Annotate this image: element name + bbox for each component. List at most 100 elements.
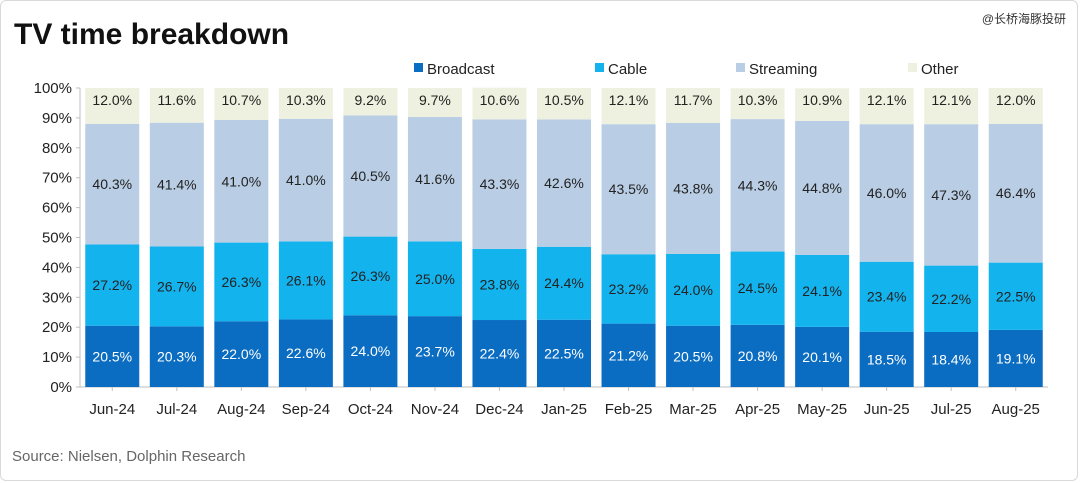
data-label-cable: 26.1% (286, 272, 326, 288)
bar-segment-streaming (795, 120, 850, 255)
data-label-streaming: 41.0% (286, 172, 326, 188)
data-label-other: 10.3% (286, 92, 326, 108)
x-tick-label: Nov-24 (411, 401, 459, 418)
data-label-broadcast: 20.1% (802, 349, 842, 365)
data-label-other: 9.7% (419, 92, 451, 108)
bar-segment-other (537, 88, 591, 120)
x-tick-label: Jul-24 (156, 401, 197, 418)
bar-segment-streaming (214, 119, 269, 243)
data-label-other: 11.7% (674, 92, 713, 108)
bar-segment-broadcast (730, 324, 785, 387)
bar-segment-broadcast (149, 326, 204, 387)
x-tick-label: Apr-25 (735, 401, 780, 418)
bar-segment-streaming (730, 119, 785, 252)
x-tick-label: May-25 (797, 401, 847, 418)
data-label-other: 12.0% (92, 92, 132, 108)
data-label-broadcast: 22.6% (286, 345, 326, 361)
data-label-other: 12.1% (867, 92, 907, 108)
data-label-broadcast: 18.5% (867, 351, 907, 367)
data-label-cable: 23.2% (609, 281, 649, 297)
bar-segment-broadcast (601, 323, 656, 387)
data-label-other: 9.2% (354, 92, 386, 108)
data-label-cable: 24.0% (673, 282, 713, 298)
bar-segment-streaming (278, 118, 333, 242)
data-label-cable: 27.2% (92, 277, 132, 293)
bar-segment-other (407, 88, 462, 118)
bar-segment-cable (537, 246, 591, 320)
data-label-other: 10.3% (738, 92, 778, 108)
bar-segment-streaming (601, 124, 656, 255)
data-label-cable: 26.3% (221, 274, 261, 290)
y-tick-label: 80% (42, 140, 72, 157)
bar-segment-other (795, 88, 850, 121)
bar-segment-cable (278, 241, 333, 320)
data-label-streaming: 40.3% (92, 176, 132, 192)
data-label-streaming: 46.0% (867, 185, 907, 201)
y-tick-label: 20% (42, 319, 72, 336)
bar-segment-other (149, 88, 204, 123)
data-label-cable: 23.8% (480, 276, 520, 292)
x-tick-label: Oct-24 (348, 401, 393, 418)
bar-segment-broadcast (666, 325, 721, 387)
y-tick-label: 50% (42, 230, 72, 247)
bar-segment-cable (795, 254, 850, 327)
y-tick-label: 10% (42, 349, 72, 366)
data-label-broadcast: 22.4% (480, 346, 520, 362)
y-tick-label: 100% (34, 80, 72, 97)
data-label-streaming: 43.3% (480, 176, 520, 192)
bar-segment-cable (343, 236, 398, 316)
bar-segment-broadcast (214, 321, 269, 387)
chart-title: TV time breakdown (14, 18, 290, 51)
data-label-broadcast: 20.5% (673, 348, 713, 364)
data-label-other: 11.6% (157, 92, 196, 108)
bar-segment-other (859, 88, 914, 125)
bar-segment-other (214, 88, 269, 120)
bar-segment-streaming (149, 122, 204, 247)
data-label-broadcast: 20.8% (738, 348, 778, 364)
bar-segment-streaming (537, 119, 591, 247)
bar-segment-other (85, 88, 140, 124)
bar-segment-cable (149, 246, 204, 327)
bar-segment-other (601, 88, 656, 125)
bar-segment-other (666, 88, 721, 123)
data-label-streaming: 43.5% (609, 181, 649, 197)
data-label-streaming: 41.0% (221, 173, 261, 189)
bar-segment-broadcast (472, 320, 527, 387)
bar-segment-cable (601, 254, 656, 324)
x-tick-label: Aug-24 (217, 401, 265, 418)
data-label-broadcast: 18.4% (931, 351, 971, 367)
bar-segment-streaming (407, 117, 462, 242)
data-label-streaming: 47.3% (931, 187, 971, 203)
y-tick-label: 60% (42, 200, 72, 217)
y-tick-label: 90% (42, 110, 72, 127)
bar-segment-cable (859, 261, 914, 332)
watermark-text: @长桥海豚投研 (981, 12, 1066, 26)
legend-swatch-streaming (736, 63, 745, 72)
bar-segment-streaming (666, 122, 721, 254)
bar-segment-streaming (85, 123, 140, 245)
data-label-cable: 26.3% (351, 268, 391, 284)
x-tick-label: Jun-25 (864, 401, 910, 418)
y-tick-label: 0% (50, 379, 72, 396)
bar-segment-cable (407, 241, 462, 317)
bar-segment-cable (85, 244, 140, 326)
data-label-cable: 24.4% (544, 275, 584, 291)
legend-label-broadcast: Broadcast (427, 61, 495, 78)
data-label-broadcast: 24.0% (351, 343, 391, 359)
data-label-other: 12.1% (931, 92, 971, 108)
bar-segment-broadcast (988, 329, 1043, 387)
bar-segment-broadcast (407, 316, 462, 387)
data-label-broadcast: 20.3% (157, 349, 197, 365)
bar-segment-streaming (343, 115, 398, 237)
bar-segment-other (278, 88, 333, 119)
data-label-other: 12.1% (609, 92, 649, 108)
legend-swatch-other (908, 63, 917, 72)
bar-segment-broadcast (924, 331, 979, 387)
data-label-other: 12.0% (996, 92, 1036, 108)
data-label-broadcast: 22.5% (544, 345, 584, 361)
data-label-streaming: 44.8% (802, 180, 842, 196)
bar-segment-cable (730, 251, 785, 325)
legend-swatch-cable (595, 63, 604, 72)
y-tick-label: 70% (42, 170, 72, 187)
x-tick-label: Mar-25 (669, 401, 717, 418)
